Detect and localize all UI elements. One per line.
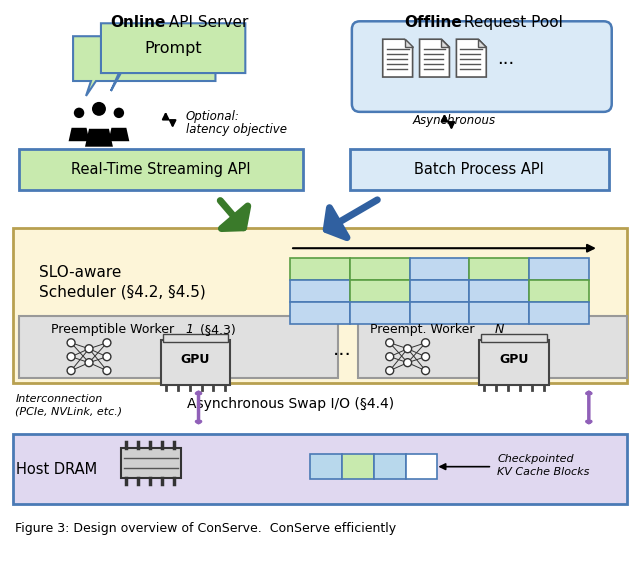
- Polygon shape: [101, 23, 245, 91]
- Bar: [163, 334, 228, 342]
- Text: Real-Time Streaming API: Real-Time Streaming API: [71, 162, 250, 177]
- Text: GPU: GPU: [499, 353, 529, 366]
- Bar: [358, 316, 627, 377]
- Bar: [121, 448, 180, 478]
- Bar: [350, 302, 410, 324]
- Bar: [469, 302, 529, 324]
- Text: Request Pool: Request Pool: [460, 15, 563, 30]
- Bar: [350, 280, 410, 302]
- Bar: [529, 258, 589, 280]
- Text: ...: ...: [497, 50, 515, 68]
- Bar: [469, 258, 529, 280]
- Circle shape: [386, 339, 394, 347]
- Bar: [406, 454, 438, 479]
- Text: API Server: API Server: [164, 15, 248, 30]
- Circle shape: [404, 345, 412, 353]
- Circle shape: [67, 353, 75, 361]
- Text: latency objective: latency objective: [186, 123, 287, 136]
- Text: Host DRAM: Host DRAM: [15, 462, 97, 477]
- Text: Prompt: Prompt: [145, 41, 202, 56]
- Circle shape: [114, 108, 124, 118]
- Bar: [290, 258, 350, 280]
- Bar: [19, 316, 338, 377]
- Circle shape: [92, 102, 106, 116]
- Circle shape: [422, 353, 429, 361]
- Circle shape: [404, 359, 412, 367]
- Circle shape: [386, 353, 394, 361]
- Text: Interconnection: Interconnection: [15, 394, 102, 404]
- Text: ···: ···: [333, 346, 351, 365]
- FancyBboxPatch shape: [352, 21, 612, 112]
- Text: SLO-aware: SLO-aware: [39, 264, 122, 280]
- Circle shape: [422, 339, 429, 347]
- Text: Preemptible Worker: Preemptible Worker: [51, 324, 179, 336]
- Text: Online: Online: [110, 15, 165, 30]
- Polygon shape: [73, 36, 216, 96]
- Bar: [350, 149, 609, 191]
- Bar: [481, 334, 547, 342]
- Text: Asynchronous Swap I/O (§4.4): Asynchronous Swap I/O (§4.4): [187, 397, 394, 411]
- Polygon shape: [68, 128, 90, 141]
- Text: Asynchronous: Asynchronous: [413, 114, 496, 128]
- Bar: [529, 302, 589, 324]
- Text: Scheduler (§4.2, §4.5): Scheduler (§4.2, §4.5): [39, 284, 206, 300]
- Bar: [290, 280, 350, 302]
- Bar: [479, 340, 549, 384]
- Bar: [342, 454, 374, 479]
- Bar: [410, 302, 469, 324]
- Bar: [410, 258, 469, 280]
- Text: N: N: [494, 324, 504, 336]
- Bar: [529, 280, 589, 302]
- Circle shape: [103, 339, 111, 347]
- Polygon shape: [404, 39, 413, 47]
- Text: KV Cache Blocks: KV Cache Blocks: [497, 467, 589, 477]
- Text: 1: 1: [186, 324, 193, 336]
- Polygon shape: [478, 39, 486, 47]
- Text: (PCIe, NVLink, etc.): (PCIe, NVLink, etc.): [15, 407, 122, 417]
- Circle shape: [67, 367, 75, 374]
- Circle shape: [386, 367, 394, 374]
- Text: Checkpointed: Checkpointed: [497, 454, 574, 464]
- Polygon shape: [442, 39, 449, 47]
- Bar: [410, 280, 469, 302]
- Polygon shape: [420, 39, 449, 77]
- Polygon shape: [456, 39, 486, 77]
- Bar: [161, 340, 230, 384]
- Bar: [13, 228, 627, 383]
- Text: (§4.3): (§4.3): [196, 324, 236, 336]
- Bar: [13, 434, 627, 504]
- Bar: [310, 454, 342, 479]
- Circle shape: [103, 353, 111, 361]
- Bar: [290, 302, 350, 324]
- Circle shape: [422, 367, 429, 374]
- Circle shape: [85, 345, 93, 353]
- Bar: [469, 280, 529, 302]
- Bar: [374, 454, 406, 479]
- Circle shape: [67, 339, 75, 347]
- Text: Optional:: Optional:: [186, 111, 239, 123]
- Text: Offline: Offline: [404, 15, 462, 30]
- Text: Figure 3: Design overview of ConServe.  ConServe efficiently: Figure 3: Design overview of ConServe. C…: [15, 522, 396, 535]
- Polygon shape: [85, 129, 113, 147]
- Circle shape: [74, 108, 84, 118]
- Text: GPU: GPU: [181, 353, 210, 366]
- Polygon shape: [383, 39, 413, 77]
- Text: Preempt. Worker: Preempt. Worker: [370, 324, 478, 336]
- Polygon shape: [108, 128, 129, 141]
- Circle shape: [85, 359, 93, 367]
- Circle shape: [103, 367, 111, 374]
- Text: Batch Process API: Batch Process API: [414, 162, 544, 177]
- Bar: [350, 258, 410, 280]
- Bar: [19, 149, 303, 191]
